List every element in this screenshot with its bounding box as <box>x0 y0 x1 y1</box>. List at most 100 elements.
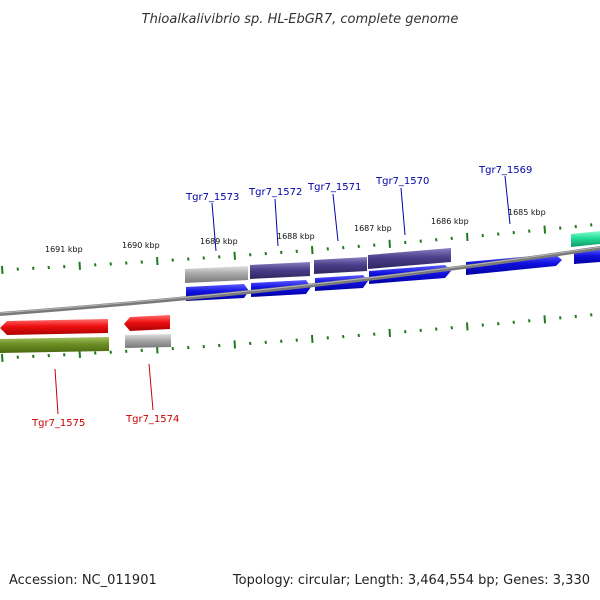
gene-label-1573[interactable]: Tgr7_1573 <box>185 192 239 203</box>
leader-line-1574 <box>148 363 154 411</box>
inner-ring-tick <box>512 320 515 324</box>
outer-ring-tick <box>512 230 515 235</box>
outer-ring-tick <box>559 226 562 230</box>
leader-line-1569 <box>504 175 511 225</box>
leader-line-1573 <box>211 202 217 252</box>
gene-label-group: Tgr7_1573 Tgr7_1572 Tgr7_1571 Tgr7_1570 … <box>31 165 532 429</box>
outer-ring-tick <box>1 265 4 274</box>
inner-ring-tick <box>450 326 453 330</box>
outer-ring-tick <box>590 223 593 227</box>
outer-ring-tick <box>233 251 236 260</box>
kbp-label-1691: 1691 kbp <box>45 245 83 254</box>
cds-arrow-1575[interactable] <box>0 319 108 335</box>
map-title: Thioalkalivibrio sp. HL-EbGR7, complete … <box>142 12 459 27</box>
inner-ring-tick <box>481 323 484 327</box>
outer-ring-tick <box>171 258 174 262</box>
gene-label-1571[interactable]: Tgr7_1571 <box>307 182 361 193</box>
outer-tick-ring <box>1 223 593 274</box>
outer-ring-tick <box>280 250 283 255</box>
outer-ring-tick <box>125 261 128 265</box>
kbp-label-1689: 1689 kbp <box>200 237 238 246</box>
outer-ring-tick <box>156 257 159 266</box>
outer-ring-tick <box>47 265 50 270</box>
inner-ring-tick <box>295 338 298 342</box>
cds-arrow-1569[interactable] <box>466 254 562 275</box>
outer-ring-tick <box>16 267 19 271</box>
outer-ring-tick <box>404 240 407 245</box>
kbp-label-1687: 1687 kbp <box>354 224 392 233</box>
cds-arrow-1574[interactable] <box>124 315 170 331</box>
outer-ring-tick <box>497 232 500 236</box>
outer-ring-tick <box>311 246 314 255</box>
inner-ring-tick <box>326 336 329 340</box>
outer-ring-tick <box>109 262 112 266</box>
outer-ring-tick <box>295 249 298 253</box>
gene-label-1574[interactable]: Tgr7_1574 <box>125 414 179 425</box>
gene-label-1569[interactable]: Tgr7_1569 <box>478 165 532 176</box>
genome-backbone-highlight <box>0 246 600 314</box>
outer-ring-tick <box>419 239 422 243</box>
inner-ring-tick <box>249 341 252 346</box>
feature-slate-1570[interactable] <box>368 248 451 269</box>
outer-ring-tick <box>63 264 66 269</box>
outer-ring-tick <box>481 233 484 238</box>
outer-ring-tick <box>187 257 190 261</box>
inner-ring-tick <box>559 316 562 320</box>
inner-ring-tick <box>94 351 97 355</box>
inner-ring-tick <box>311 334 314 344</box>
feature-slate-1572[interactable] <box>250 262 310 279</box>
inner-ring-tick <box>47 353 50 358</box>
outer-ring-tick <box>140 260 143 264</box>
gene-label-1575[interactable]: Tgr7_1575 <box>31 418 85 429</box>
inner-ring-tick <box>264 340 267 344</box>
feature-slate-1571[interactable] <box>314 257 367 274</box>
feature-gray-1573[interactable] <box>185 266 248 283</box>
inner-ring-tick <box>419 328 422 333</box>
inner-ring-tick <box>404 330 407 334</box>
outer-ring-tick <box>78 261 81 270</box>
outer-ring-tick <box>264 251 267 256</box>
inner-ring-tick <box>590 313 593 317</box>
kbp-labels: 1691 kbp 1690 kbp 1689 kbp 1688 kbp 1687… <box>45 208 546 254</box>
inner-ring-tick <box>574 314 577 319</box>
reverse-feature-row <box>0 315 171 353</box>
inner-ring-tick <box>109 350 112 354</box>
outer-ring-tick <box>94 263 97 267</box>
inner-ring-tick <box>388 328 391 338</box>
leader-line-1572 <box>274 198 279 247</box>
inner-ring-tick <box>125 349 128 353</box>
inner-ring-tick <box>466 322 469 331</box>
inner-ring-tick <box>435 327 438 331</box>
gene-label-1570[interactable]: Tgr7_1570 <box>375 176 429 187</box>
outer-ring-tick <box>388 239 391 248</box>
feature-teal[interactable] <box>571 231 600 247</box>
outer-ring-tick <box>435 238 438 242</box>
outer-ring-tick <box>249 253 252 257</box>
inner-ring-tick <box>218 343 221 348</box>
outer-ring-tick <box>543 225 546 234</box>
outer-ring-tick <box>202 256 205 260</box>
inner-ring-tick <box>543 315 546 324</box>
leader-line-1575 <box>54 368 59 415</box>
inner-ring-tick <box>280 339 283 343</box>
outer-ring-tick <box>218 255 221 259</box>
forward-feature-row-1 <box>185 231 600 283</box>
inner-ring-tick <box>497 321 500 326</box>
feature-olive-1575[interactable] <box>0 337 109 353</box>
inner-ring-tick <box>16 355 19 359</box>
inner-ring-tick <box>373 332 376 336</box>
genome-backbone <box>0 246 600 316</box>
inner-ring-tick <box>1 353 4 362</box>
outer-ring-tick <box>466 232 469 242</box>
gene-label-1572[interactable]: Tgr7_1572 <box>248 187 302 198</box>
inner-tick-ring <box>1 313 593 362</box>
inner-ring-tick <box>63 353 66 357</box>
outer-ring-tick <box>450 236 453 241</box>
outer-ring-tick <box>357 244 360 249</box>
kbp-label-1688: 1688 kbp <box>277 232 315 241</box>
outer-ring-tick <box>342 245 345 250</box>
leader-line-1570 <box>400 187 406 236</box>
feature-gray-1574[interactable] <box>125 334 171 348</box>
outer-ring-tick <box>326 247 329 251</box>
